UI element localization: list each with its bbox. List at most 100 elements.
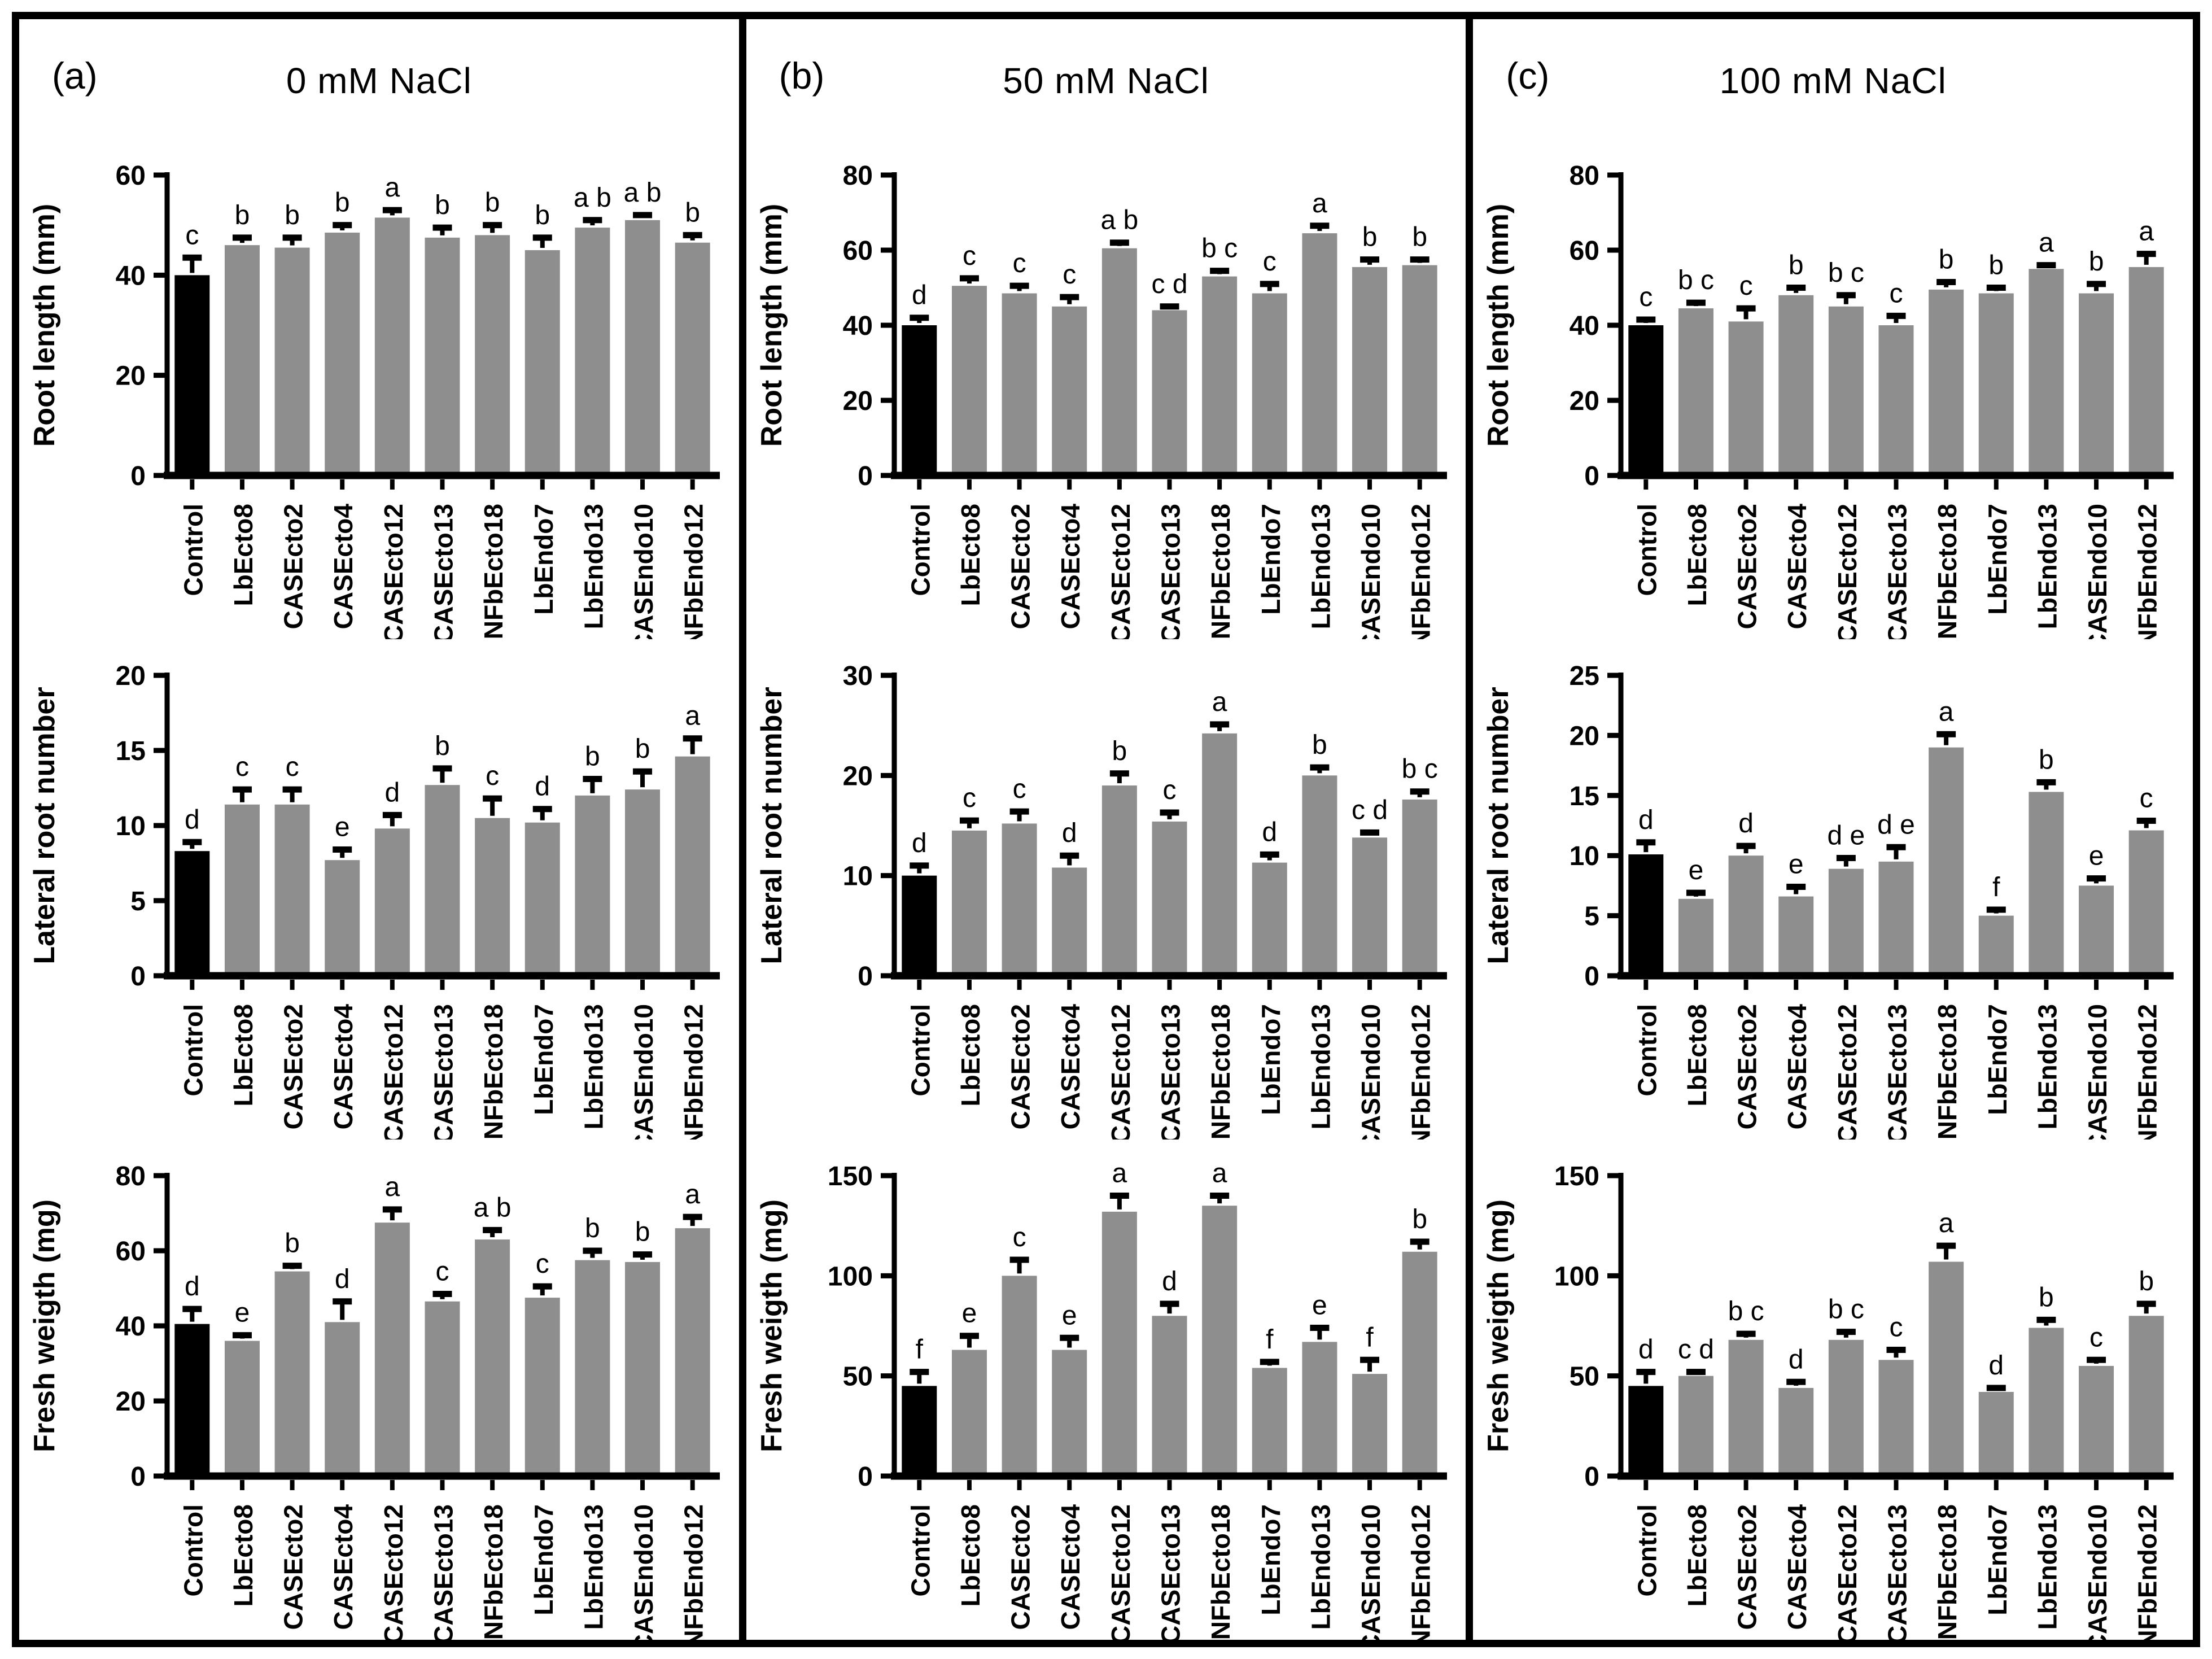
chart-a-fresh-weight: 0 20 40 60 80 Fresh weigth (mg) d Control e LbEct… (19, 1140, 739, 1640)
sig-letter-CASEcto12: a (385, 1172, 400, 1202)
bar-chart-svg: 0 5 10 15 20 25 Lateral root number d Control e Lb… (1482, 661, 2174, 1140)
bar-chart-svg: 0 10 20 30 Lateral root number d Control c LbEct… (755, 661, 1447, 1140)
bar-LbEcto8 (224, 1341, 260, 1476)
sig-letter-NFbEndo12: a (2139, 217, 2154, 247)
bar-CASEcto4 (325, 232, 360, 475)
sig-letter-LbEndo7: b (1989, 251, 2004, 281)
sig-letter-LbEndo7: d (535, 772, 550, 802)
sig-letter-Control: f (915, 1335, 923, 1365)
sig-letter-CASEcto2: c (1012, 774, 1026, 804)
panel-c-letter: (c) (1506, 55, 1550, 97)
x-category-label-CASEndo10: CASEndo10 (2083, 1004, 2112, 1140)
x-category-label-CASEcto2: CASEcto2 (279, 504, 308, 629)
y-tick-label: 40 (842, 311, 872, 341)
chart-b-root-length: 0 20 40 60 80 Root length (mm) d Control c LbEcto… (746, 139, 1466, 639)
bar-chart-svg: 0 5 10 15 20 Lateral root number d Control c LbEc… (28, 661, 720, 1140)
x-category-label-Control: Control (178, 1504, 208, 1597)
x-category-label-NFbEcto18: NFbEcto18 (479, 504, 508, 639)
chart-a-root-length: 0 20 40 60 Root length (mm) c Control b LbEcto8 b… (19, 139, 739, 639)
x-category-label-CASEcto4: CASEcto4 (329, 504, 358, 630)
x-category-label-NFbEndo12: NFbEndo12 (2133, 1504, 2162, 1640)
sig-letter-LbEndo13: b (1312, 730, 1327, 760)
x-category-label-LbEcto8: LbEcto8 (229, 504, 258, 606)
bar-CASEcto12 (1101, 785, 1137, 976)
x-category-label-LbEcto8: LbEcto8 (229, 1504, 258, 1606)
bar-NFbEndo12 (2129, 830, 2165, 976)
x-category-label-CASEcto13: CASEcto13 (1156, 1504, 1185, 1640)
bar-Control (901, 1386, 937, 1476)
y-tick-label: 40 (116, 261, 146, 291)
x-category-label-CASEcto4: CASEcto4 (329, 1504, 358, 1630)
x-category-label-CASEcto2: CASEcto2 (1733, 1004, 1762, 1129)
bar-NFbEcto18 (1929, 1261, 1964, 1476)
sig-letter-NFbEndo12: c (2140, 783, 2153, 813)
x-category-label-CASEcto12: CASEcto12 (1833, 504, 1862, 639)
bar-CASEndo10 (2079, 885, 2114, 976)
bar-CASEcto12 (1829, 306, 1864, 475)
x-category-label-NFbEcto18: NFbEcto18 (1206, 504, 1235, 639)
x-category-label-LbEndo7: LbEndo7 (1256, 504, 1285, 615)
bar-LbEndo13 (2029, 792, 2064, 976)
x-category-label-CASEcto4: CASEcto4 (329, 1004, 358, 1130)
sig-letter-LbEcto8: e (1689, 855, 1704, 885)
bar-NFbEcto18 (1929, 289, 1964, 475)
x-category-label-LbEndo7: LbEndo7 (1256, 1504, 1285, 1616)
sig-letter-CASEcto13: c (436, 1256, 449, 1286)
x-category-label-CASEndo10: CASEndo10 (629, 504, 658, 639)
bar-CASEndo10 (1352, 1374, 1387, 1476)
x-category-label-LbEndo7: LbEndo7 (1256, 1004, 1285, 1115)
x-category-label-NFbEcto18: NFbEcto18 (479, 1504, 508, 1640)
sig-letter-NFbEndo12: b (2139, 1267, 2154, 1296)
bar-LbEndo13 (1302, 775, 1337, 976)
panel-a-title: 0 mM NaCl (286, 60, 472, 101)
bar-CASEcto13 (1878, 1360, 1914, 1476)
bar-CASEcto4 (1778, 896, 1814, 976)
sig-letter-CASEndo10: f (1366, 1322, 1374, 1352)
bar-CASEcto12 (374, 828, 410, 976)
y-tick-label: 0 (858, 1462, 873, 1492)
sig-letter-CASEcto4: e (335, 813, 350, 842)
sig-letter-CASEcto4: e (1062, 1300, 1077, 1330)
x-category-label-NFbEndo12: NFbEndo12 (1406, 1004, 1435, 1140)
y-tick-label: 0 (1585, 461, 1600, 491)
x-category-label-LbEcto8: LbEcto8 (1682, 504, 1712, 606)
x-category-label-NFbEcto18: NFbEcto18 (1933, 1504, 1962, 1640)
bar-CASEcto12 (374, 217, 410, 475)
x-category-label-CASEcto4: CASEcto4 (1783, 1504, 1812, 1630)
bar-CASEcto12 (1101, 1211, 1137, 1476)
bar-NFbEcto18 (1201, 1206, 1237, 1476)
sig-letter-CASEcto12: a (1112, 1158, 1127, 1188)
y-tick-label: 10 (116, 811, 146, 841)
panel-c-header: (c) 100 mM NaCl (1473, 19, 2193, 139)
sig-letter-NFbEcto18: a (1939, 697, 1954, 727)
y-tick-label: 30 (842, 661, 872, 691)
x-category-label-CASEcto4: CASEcto4 (1783, 504, 1812, 630)
x-category-label-CASEcto12: CASEcto12 (1106, 1504, 1135, 1640)
sig-letter-LbEndo7: f (1992, 872, 2000, 902)
sig-letter-NFbEcto18: b (485, 188, 500, 218)
sig-letter-LbEndo13: a b (574, 183, 611, 213)
sig-letter-CASEcto2: b (285, 1229, 300, 1259)
bar-CASEcto2 (1728, 1339, 1764, 1476)
bar-CASEcto4 (1051, 867, 1087, 976)
x-category-label-Control: Control (178, 1004, 208, 1097)
bar-CASEcto12 (1101, 248, 1137, 475)
x-category-label-CASEcto12: CASEcto12 (1106, 1004, 1135, 1140)
bar-NFbEcto18 (475, 235, 510, 475)
x-category-label-Control: Control (1633, 1004, 1662, 1097)
bar-chart-svg: 0 20 40 60 80 Fresh weigth (mg) d Control e LbEct… (28, 1162, 720, 1640)
x-category-label-CASEndo10: CASEndo10 (629, 1004, 658, 1140)
x-category-label-CASEcto13: CASEcto13 (429, 1504, 458, 1640)
bar-CASEcto4 (1778, 295, 1814, 475)
x-category-label-Control: Control (178, 504, 208, 596)
x-category-label-CASEcto12: CASEcto12 (1106, 504, 1135, 639)
bar-CASEcto2 (1002, 823, 1037, 976)
y-tick-label: 40 (116, 1312, 146, 1342)
x-category-label-CASEndo10: CASEndo10 (2083, 1504, 2112, 1640)
sig-letter-CASEcto13: d (1162, 1267, 1177, 1296)
x-category-label-CASEcto13: CASEcto13 (1156, 504, 1185, 639)
x-category-label-CASEcto2: CASEcto2 (1006, 1504, 1035, 1630)
chart-c-lateral-root-number: 0 5 10 15 20 25 Lateral root number d Control e Lb… (1473, 639, 2193, 1140)
sig-letter-CASEcto2: d (1739, 809, 1754, 839)
